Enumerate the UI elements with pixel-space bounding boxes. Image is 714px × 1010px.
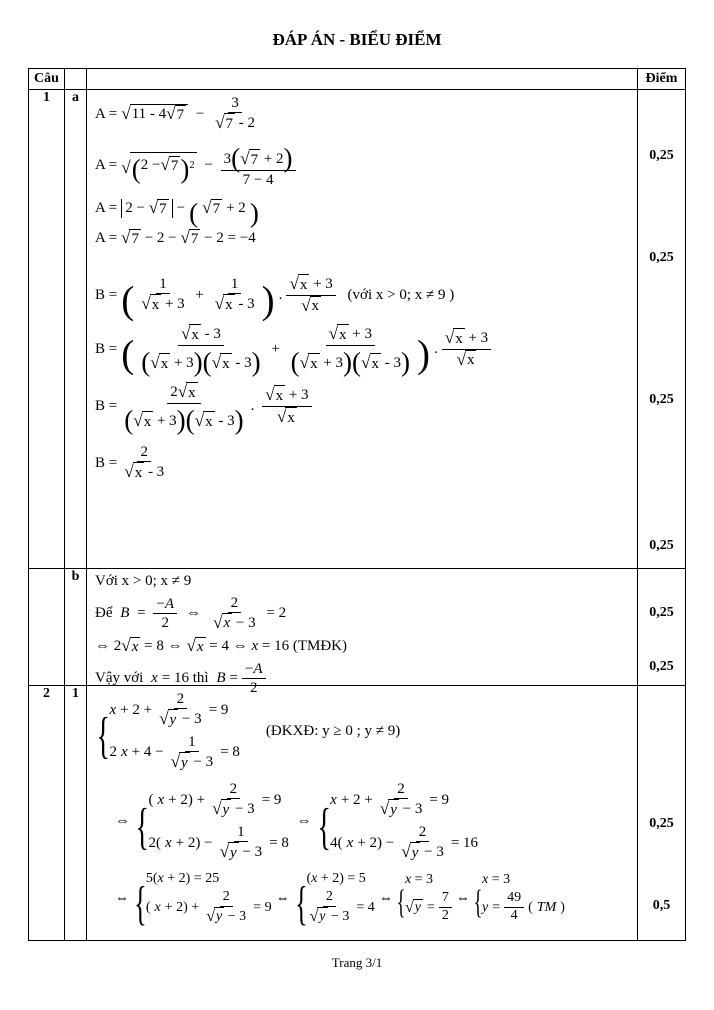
cond-line: Với x > 0; x ≠ 9 (95, 573, 631, 590)
table-row: 2 1 { x + 2 + 2y − 3 = 9 2x + 4 − 1y − 3… (29, 686, 686, 941)
cau-number (29, 569, 65, 686)
header-cau: Câu (29, 69, 65, 90)
cau-number: 2 (29, 686, 65, 941)
score: 0,25 (638, 659, 685, 675)
score-cell: 0,25 0,25 (638, 569, 686, 686)
header-content (87, 69, 638, 90)
page-title: ĐÁP ÁN - BIỂU ĐIỂM (28, 30, 686, 50)
score: 0,25 (638, 538, 685, 554)
solution-cell: A = 11 - 47 − 37 - 2 A = (2 − 7)2 − 3(7 … (87, 90, 638, 569)
score: 0,25 (638, 605, 685, 621)
score-cell: 0,25 0,5 (638, 686, 686, 941)
cau-number: 1 (29, 90, 65, 569)
grading-table: Câu Điểm 1 a A = 11 - 47 − 37 - 2 A = (2… (28, 68, 686, 941)
header-part (65, 69, 87, 90)
score: 0,25 (638, 250, 685, 266)
solution-cell: Với x > 0; x ≠ 9 Để B = −A2 ⇔ 2x − 3 = 2… (87, 569, 638, 686)
score: 0,25 (638, 148, 685, 164)
cond-text: (với x > 0; x ≠ 9 ) (348, 287, 455, 304)
score: 0,5 (638, 898, 685, 914)
table-row: b Với x > 0; x ≠ 9 Để B = −A2 ⇔ 2x − 3 =… (29, 569, 686, 686)
page-footer: Trang 3/1 (28, 955, 686, 971)
part-label: a (65, 90, 87, 569)
part-label: b (65, 569, 87, 686)
solution-cell: { x + 2 + 2y − 3 = 9 2x + 4 − 1y − 3 = 8… (87, 686, 638, 941)
score: 0,25 (638, 816, 685, 832)
score: 0,25 (638, 392, 685, 408)
table-row: 1 a A = 11 - 47 − 37 - 2 A = (2 − 7)2 − … (29, 90, 686, 569)
table-header-row: Câu Điểm (29, 69, 686, 90)
dkxd-text: (ĐKXĐ: y ≥ 0 ; y ≠ 9) (266, 723, 400, 740)
part-label: 1 (65, 686, 87, 941)
score-cell: 0,25 0,25 0,25 0,25 (638, 90, 686, 569)
header-diem: Điểm (638, 69, 686, 90)
